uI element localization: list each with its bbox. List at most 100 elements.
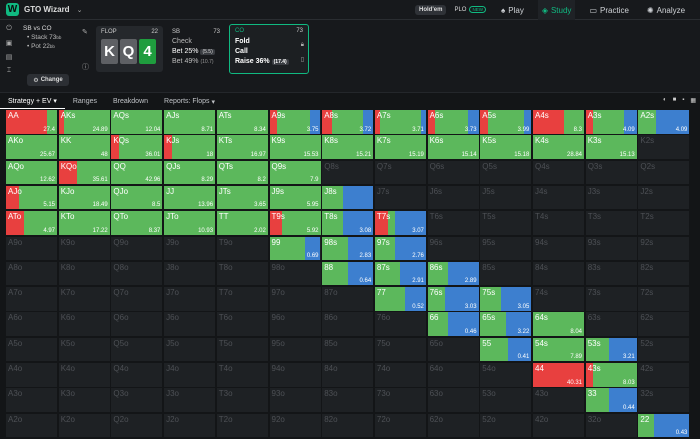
hand-cell[interactable]: A2s 4.09 — [638, 110, 691, 135]
hand-cell[interactable]: ATs 8.34 — [216, 110, 269, 135]
hand-cell[interactable]: T5s — [480, 211, 533, 236]
hand-cell[interactable]: 53s 3.21 — [585, 337, 638, 363]
sb-option-check[interactable]: Check — [172, 38, 192, 45]
hand-cell[interactable]: 76s 3.03 — [427, 287, 480, 312]
lock-icon[interactable]: 🔒︎ — [300, 42, 304, 48]
hand-cell[interactable]: 85o — [322, 337, 375, 363]
hand-cell[interactable]: K2s — [638, 135, 691, 160]
hand-cell[interactable]: A6s 3.73 — [427, 110, 480, 135]
hand-cell[interactable]: J8o — [164, 261, 217, 287]
hand-cell[interactable]: Q5o — [111, 337, 164, 363]
hand-cell[interactable]: J7o — [164, 287, 217, 312]
hand-cell[interactable]: 54o — [480, 363, 533, 388]
hand-cell[interactable]: 22 0.43 — [638, 413, 691, 439]
hand-cell[interactable]: T7s 3.07 — [374, 211, 427, 236]
hand-cell[interactable]: AJs 8.71 — [164, 110, 217, 135]
hand-cell[interactable]: QJs 8.29 — [164, 160, 217, 186]
hand-cell[interactable]: 74s — [533, 287, 585, 312]
hand-cell[interactable]: K5o — [58, 337, 111, 363]
hand-cell[interactable]: A5o — [6, 337, 58, 363]
hand-cell[interactable]: AQo 12.62 — [6, 160, 58, 186]
contrast-icon[interactable]: ◐ — [662, 97, 667, 103]
hand-cell[interactable]: 73s — [585, 287, 638, 312]
hand-cell[interactable]: T3s — [585, 211, 638, 236]
hand-cell[interactable]: JTs 3.65 — [216, 185, 269, 211]
hand-cell[interactable]: KJo 18.49 — [58, 185, 111, 211]
hand-cell[interactable]: AJo 5.15 — [6, 185, 58, 211]
nav-study[interactable]: ◈ Study — [537, 0, 576, 20]
hand-cell[interactable]: Q9s 7.9 — [269, 160, 322, 186]
hand-cell[interactable]: K7s 15.19 — [374, 135, 427, 160]
app-logo-menu[interactable]: W GTO Wizard ⌄ — [6, 3, 82, 16]
hand-cell[interactable]: 86s 2.89 — [427, 261, 480, 287]
hand-cell[interactable]: K5s 15.18 — [480, 135, 533, 160]
hand-cell[interactable]: K9o — [58, 236, 111, 262]
co-node[interactable]: CO 73 Fold Call Raise 36% (17.4) 🔒︎ ▯ — [229, 24, 309, 74]
table-icon[interactable]: ▤ — [5, 54, 13, 61]
nav-practice[interactable]: ▭ Practice — [585, 0, 632, 20]
hand-cell[interactable]: A4s 8.3 — [533, 110, 585, 135]
hand-cell[interactable]: J3s — [585, 185, 638, 211]
hand-cell[interactable]: 83s — [585, 261, 638, 287]
hand-cell[interactable]: T3o — [216, 388, 269, 413]
hand-cell[interactable]: A8s 3.72 — [322, 110, 375, 135]
hand-cell[interactable]: 95o — [269, 337, 322, 363]
hand-cell[interactable]: 95s — [480, 236, 533, 262]
hand-cell[interactable]: 92s — [638, 236, 691, 262]
hand-cell[interactable]: T4s — [533, 211, 585, 236]
hand-cell[interactable]: AKs 24.89 — [58, 110, 111, 135]
hand-cell[interactable]: K8o — [58, 261, 111, 287]
hand-cell[interactable]: Q3o — [111, 388, 164, 413]
hand-cell[interactable]: 42o — [533, 413, 585, 439]
hand-cell[interactable]: 43o — [533, 388, 585, 413]
hand-cell[interactable]: T6o — [216, 312, 269, 337]
hand-cell[interactable]: K7o — [58, 287, 111, 312]
hand-cell[interactable]: A7s 3.71 — [374, 110, 427, 135]
hand-cell[interactable]: 97s 2.76 — [374, 236, 427, 262]
hand-cell[interactable]: 96s — [427, 236, 480, 262]
hand-cell[interactable]: 75s 3.05 — [480, 287, 533, 312]
hand-cell[interactable]: 65o — [427, 337, 480, 363]
hand-cell[interactable]: 88 0.64 — [322, 261, 375, 287]
hand-cell[interactable]: A2o — [6, 413, 58, 439]
hand-cell[interactable]: J8s — [322, 185, 375, 211]
tab-ranges[interactable]: Ranges — [72, 98, 97, 105]
hand-cell[interactable]: K8s 15.21 — [322, 135, 375, 160]
grid-icon[interactable]: ▦ — [690, 98, 696, 104]
hand-cell[interactable]: J3o — [164, 388, 217, 413]
book-icon[interactable]: ▯ — [300, 57, 304, 63]
hand-cell[interactable]: K4s 28.84 — [533, 135, 585, 160]
hand-cell[interactable]: 84o — [322, 363, 375, 388]
hand-cell[interactable]: Q8o — [111, 261, 164, 287]
square-icon[interactable]: ■ — [672, 97, 677, 103]
hand-cell[interactable]: Q7s — [374, 160, 427, 186]
hand-cell[interactable]: Q3s — [585, 160, 638, 186]
hand-cell[interactable]: 33 0.44 — [585, 388, 638, 413]
hand-cell[interactable]: 52o — [480, 413, 533, 439]
hand-cell[interactable]: T8o — [216, 261, 269, 287]
hand-cell[interactable]: 99 0.69 — [269, 236, 322, 262]
hand-cell[interactable]: J6o — [164, 312, 217, 337]
hand-cell[interactable]: J9o — [164, 236, 217, 262]
hand-cell[interactable]: J2o — [164, 413, 217, 439]
hand-cell[interactable]: 94o — [269, 363, 322, 388]
hand-cell[interactable]: K3o — [58, 388, 111, 413]
hand-cell[interactable]: 92o — [269, 413, 322, 439]
hand-cell[interactable]: KQs 36.01 — [111, 135, 164, 160]
hand-cell[interactable]: K9s 15.53 — [269, 135, 322, 160]
hand-cell[interactable]: A8o — [6, 261, 58, 287]
hand-cell[interactable]: 44 40.31 — [533, 363, 585, 388]
hand-cell[interactable]: 32s — [638, 388, 691, 413]
hand-cell[interactable]: Q7o — [111, 287, 164, 312]
tab-reports-flops[interactable]: Reports: Flops ▾ — [164, 98, 216, 106]
hand-cell[interactable]: TT 2.02 — [216, 211, 269, 236]
hand-cell[interactable]: J2s — [638, 185, 691, 211]
hand-cell[interactable]: 87o — [322, 287, 375, 312]
hand-cell[interactable]: A3o — [6, 388, 58, 413]
hand-cell[interactable]: Q2o — [111, 413, 164, 439]
hand-cell[interactable]: 98o — [269, 261, 322, 287]
sb-node[interactable]: SB 73 Check Bet 25% (5.5) Bet 49% (10.7) — [167, 26, 225, 72]
hand-cell[interactable]: JTo 10.93 — [164, 211, 217, 236]
hand-cell[interactable]: 73o — [374, 388, 427, 413]
hand-cell[interactable]: 74o — [374, 363, 427, 388]
